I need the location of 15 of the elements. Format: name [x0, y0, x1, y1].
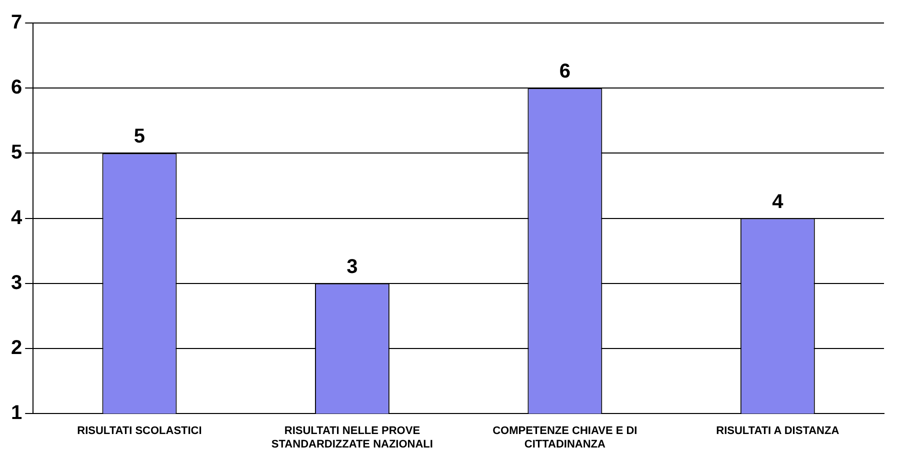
- y-tick-label: 6: [11, 76, 22, 99]
- y-tick-label: 2: [11, 337, 22, 360]
- x-tick-label: RISULTATI SCOLASTICI: [77, 425, 202, 438]
- x-tick-label: COMPETENZE CHIAVE E DI CITTADINANZA: [492, 425, 638, 450]
- y-tick-label: 3: [11, 272, 22, 294]
- y-tick-label: 4: [11, 206, 23, 229]
- y-tick-label: 7: [11, 12, 22, 34]
- data-label: 5: [134, 126, 146, 148]
- data-label: 6: [559, 60, 570, 83]
- data-label: 4: [772, 190, 784, 213]
- x-tick-label: RISULTATI NELLE PROVE STANDARDIZZATE NAZIONALI: [271, 425, 433, 450]
- y-tick-label: 1: [11, 402, 22, 424]
- x-tick-label: RISULTATI A DISTANZA: [716, 425, 840, 438]
- y-tick-label: 5: [11, 142, 22, 164]
- data-label: 3: [346, 256, 358, 278]
